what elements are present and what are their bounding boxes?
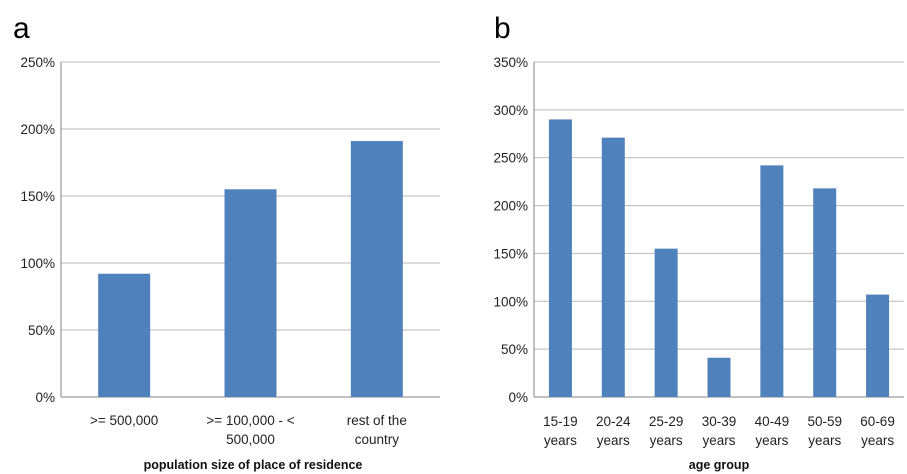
chart-a-category-label: rest of the <box>347 413 407 428</box>
chart-b-category-label: 60-69 <box>860 414 895 429</box>
chart-a-y-tick-label: 200% <box>20 122 55 137</box>
chart-b-category-label: 25-29 <box>649 414 684 429</box>
chart-a-bar <box>224 189 277 397</box>
chart-b-category-label: years <box>702 433 735 448</box>
chart-b-y-tick-label: 350% <box>493 55 528 70</box>
chart-b-category-label: 40-49 <box>755 414 790 429</box>
chart-b-category-label: years <box>755 433 788 448</box>
chart-b-category-label: years <box>597 433 630 448</box>
chart-b-y-tick-label: 150% <box>493 246 528 261</box>
chart-b-bar <box>813 188 837 397</box>
chart-b-bar <box>866 294 890 397</box>
chart-b-bar <box>760 165 784 397</box>
chart-b-bar <box>707 357 731 397</box>
panel-letter-a: a <box>13 12 30 45</box>
chart-b-y-tick-label: 50% <box>501 342 528 357</box>
chart-b-bar <box>548 119 572 397</box>
chart-b-category-label: years <box>808 433 841 448</box>
chart-a-category-label: >= 500,000 <box>90 413 158 428</box>
chart-a-bar <box>98 273 151 397</box>
chart-b-category-label: years <box>544 433 577 448</box>
chart-b-age-group: 0% 50% 100% 150% 200% 250% 300% 350% 15-19 years 2… <box>493 55 904 448</box>
chart-a-y-tick-label: 150% <box>20 189 55 204</box>
chart-b-y-tick-label: 200% <box>493 199 528 214</box>
chart-b-y-tick-label: 300% <box>493 103 528 118</box>
chart-a-category-label: country <box>355 432 400 447</box>
chart-a-y-tick-label: 250% <box>20 55 55 70</box>
chart-b-y-tick-label: 0% <box>508 390 528 405</box>
chart-b-category-label: 15-19 <box>543 414 578 429</box>
chart-a-x-axis-title: population size of place of residence <box>144 458 363 472</box>
panel-letter-b: b <box>494 12 511 45</box>
chart-a-bar <box>350 141 403 397</box>
chart-a-y-tick-label: 100% <box>20 256 55 271</box>
chart-a-y-tick-label: 0% <box>35 390 55 405</box>
chart-a-category-label: 500,000 <box>226 432 275 447</box>
chart-b-category-label: 20-24 <box>596 414 631 429</box>
chart-b-category-label: years <box>861 433 894 448</box>
chart-b-category-label: 30-39 <box>702 414 737 429</box>
chart-b-bar <box>601 137 625 397</box>
chart-b-category-label: 50-59 <box>807 414 842 429</box>
chart-b-y-tick-label: 100% <box>493 294 528 309</box>
chart-b-y-tick-label: 250% <box>493 151 528 166</box>
chart-b-bar <box>654 248 678 397</box>
chart-a-population-size: 0% 50% 100% 150% 200% 250% >= 500,000 >= 100,00… <box>20 55 440 447</box>
chart-b-x-axis-title: age group <box>689 458 750 472</box>
chart-a-category-label: >= 100,000 - < <box>206 413 294 428</box>
chart-a-y-tick-label: 50% <box>28 323 55 338</box>
chart-b-category-label: years <box>650 433 683 448</box>
